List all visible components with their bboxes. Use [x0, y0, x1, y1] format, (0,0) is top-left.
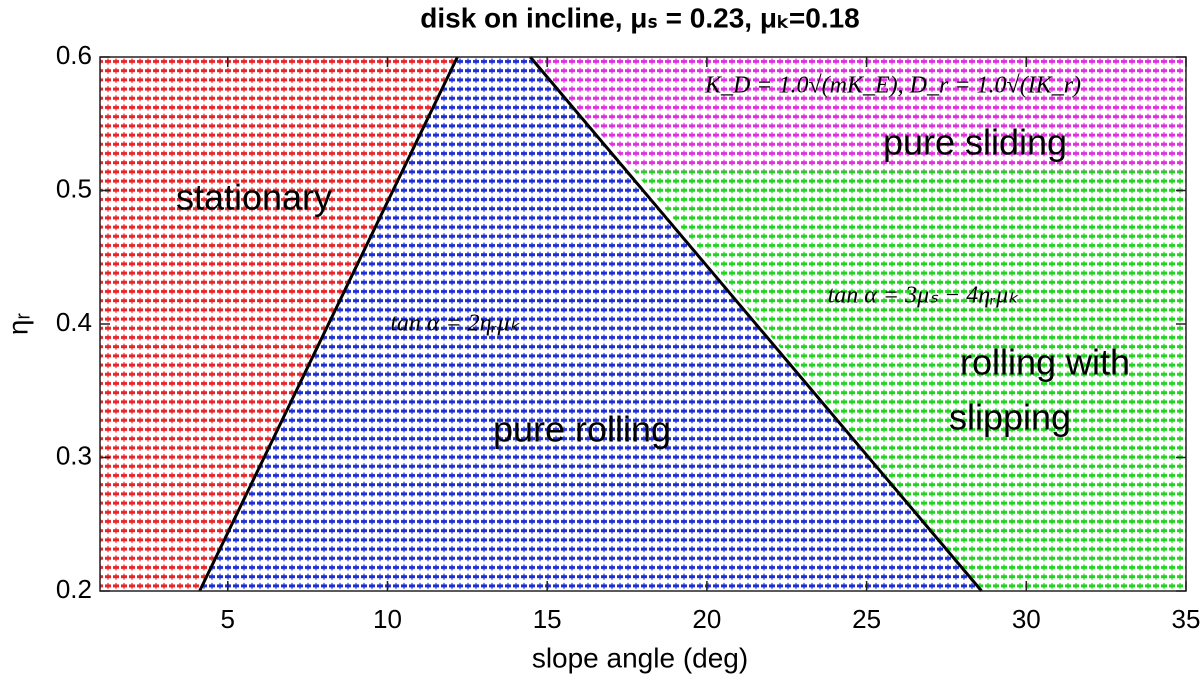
x-tick-label: 25 — [852, 604, 881, 634]
x-tick-label: 15 — [533, 604, 562, 634]
y-axis-label: ηᵣ — [2, 313, 33, 336]
region — [199, 57, 982, 591]
region-label: rolling with — [960, 342, 1130, 383]
annotation: tan α = 2ηᵣμₖ — [390, 311, 520, 337]
x-tick-label: 30 — [1012, 604, 1041, 634]
y-tick-label: 0.5 — [56, 173, 92, 203]
y-tick-label: 0.2 — [56, 574, 92, 604]
region-label: pure rolling — [493, 409, 671, 450]
boundary-line — [529, 56, 983, 592]
x-tick-label: 35 — [1172, 604, 1200, 634]
region — [100, 57, 458, 591]
x-tick-label: 20 — [692, 604, 721, 634]
x-tick-label: 10 — [373, 604, 402, 634]
y-tick-label: 0.3 — [56, 440, 92, 470]
y-tick-label: 0.4 — [56, 307, 92, 337]
annotation: tan α = 3μₛ − 4ηᵣμₖ — [828, 283, 1020, 309]
region-label: stationary — [176, 177, 332, 218]
boundary-line — [198, 56, 459, 592]
chart-title: disk on incline, μₛ = 0.23, μₖ=0.18 — [420, 2, 859, 33]
region — [633, 170, 1186, 591]
y-tick-label: 0.6 — [56, 40, 92, 70]
region — [530, 57, 1186, 171]
x-tick-label: 5 — [221, 604, 235, 634]
x-axis-label: slope angle (deg) — [532, 642, 748, 673]
region-label: slipping — [949, 397, 1071, 438]
region-label: pure sliding — [883, 122, 1067, 163]
annotation: K_D = 1.0√(mK_E), D_r = 1.0√(IK_r) — [704, 73, 1081, 99]
